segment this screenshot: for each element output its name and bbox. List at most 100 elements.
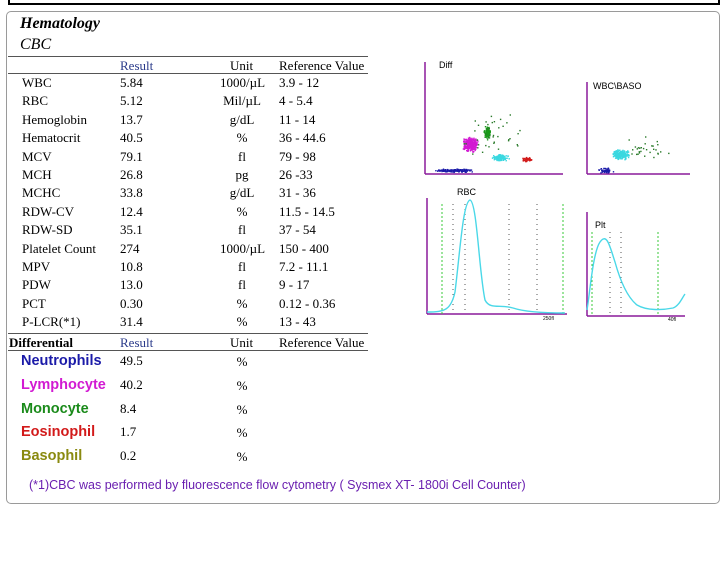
test-reference: 7.2 - 11.1 [279,259,329,274]
differential-unit-header: Unit [230,335,254,350]
test-unit: fl [238,259,246,274]
differential-top-rule [8,333,368,334]
differential-reference-header: Reference Value [279,335,365,350]
differential-result: 0.2 [120,448,137,464]
test-name: RBC [22,93,49,109]
test-name: P-LCR(*1) [22,314,81,330]
differential-result: 40.2 [120,376,143,392]
plt-label: Plt [595,220,606,230]
test-unit: % [236,130,248,146]
test-result: 79.1 [120,148,143,164]
differential-unit: % [236,354,248,369]
test-reference: 9 - 17 [279,277,310,293]
test-name: RDW-SD [22,222,73,238]
differential-unit: % [236,425,248,441]
wbc-baso-label: WBC\BASO [593,81,642,91]
test-result: 31.4 [120,314,143,330]
test-result: 13.7 [120,111,143,127]
test-result: 274 [120,240,140,256]
differential-cell-name: Neutrophils [21,353,102,369]
neutrophil-cluster [491,154,510,162]
test-result: 35.1 [120,222,143,238]
differential-result: 49.5 [120,353,143,368]
plt-axis-label: 40fl [668,317,676,323]
rbc-label: RBC [457,187,477,197]
test-unit: g/dL [229,111,255,127]
plt-discriminators [591,232,659,316]
plt-distribution-curve [586,238,686,311]
result-header: Result [120,58,154,73]
test-unit: 1000/µL [220,75,266,90]
test-unit: % [236,203,248,219]
table-top-rule [8,56,368,57]
unit-header: Unit [230,58,254,73]
test-name: RDW-CV [22,203,74,219]
differential-title: Differential [9,335,74,350]
test-unit: g/dL [229,185,255,201]
wbc-baso-scattergram: WBC\BASO [586,81,690,175]
test-name: Platelet Count [22,240,97,256]
test-name: WBC [22,75,52,90]
test-reference: 37 - 54 [279,222,316,238]
test-unit: % [236,295,248,311]
test-unit: % [236,314,248,330]
test-result: 5.12 [120,93,143,109]
table-header-rule [8,73,368,74]
ghost-cluster [435,168,473,174]
test-name: Hematocrit [22,130,81,146]
test-unit: fl [238,277,246,293]
test-reference: 36 - 44.6 [279,130,326,146]
differential-result: 1.7 [120,424,137,440]
test-reference: 79 - 98 [279,148,316,164]
differential-unit: % [236,377,248,393]
reference-header: Reference Value [279,58,365,73]
test-reference: 150 - 400 [279,240,329,256]
eosinophil-cluster [522,156,533,163]
footnote: (*1)CBC was performed by fluorescence fl… [29,478,526,492]
test-unit: pg [235,167,249,182]
test-name: PDW [22,277,51,293]
test-reference: 4 - 5.4 [279,93,313,109]
test-name: MCHC [22,185,61,201]
test-reference: 0.12 - 0.36 [279,295,336,311]
test-reference: 3.9 - 12 [279,75,320,90]
section-title: Hematology [20,15,100,32]
test-name: MCV [22,148,52,164]
plt-histogram: Plt 40fl [586,212,686,323]
test-result: 0.30 [120,295,143,311]
baso-ghost-cluster [598,167,615,174]
test-name: Hemoglobin [22,111,87,127]
test-result: 12.4 [120,203,143,219]
rbc-histogram: RBC 250fl [426,187,567,322]
window-top-border [8,0,720,5]
wbc-cluster [612,149,630,161]
test-name: MCH [22,167,52,182]
differential-unit: % [236,401,248,417]
test-reference: 26 -33 [279,167,313,182]
wbc-baso-clusters [598,136,670,174]
test-result: 26.8 [120,167,143,182]
lymphocyte-cluster [462,136,479,153]
diff-cell-clusters [435,114,533,174]
differential-cell-name: Basophil [21,448,83,465]
test-name: MPV [22,259,51,274]
differential-result: 8.4 [120,400,137,416]
differential-cell-name: Monocyte [21,400,89,417]
differential-cell-name: Eosinophil [21,424,96,441]
rbc-distribution-curve [426,199,566,314]
panel-title: CBC [20,36,52,53]
rbc-discriminators [441,204,564,314]
test-result: 13.0 [120,277,143,293]
test-result: 5.84 [120,75,143,90]
test-reference: 11.5 - 14.5 [279,203,335,219]
test-unit: 1000/µL [220,240,266,256]
test-unit: fl [238,222,246,238]
differential-unit: % [236,449,248,465]
test-unit: fl [238,148,246,164]
analyzer-plots: Diff WBC\BASO RBC 250fl Plt 40fl [424,60,690,323]
diff-label: Diff [439,60,453,70]
test-reference: 13 - 43 [279,314,316,330]
test-result: 40.5 [120,130,143,146]
differential-header-rule [8,350,368,351]
test-name: PCT [22,295,46,311]
